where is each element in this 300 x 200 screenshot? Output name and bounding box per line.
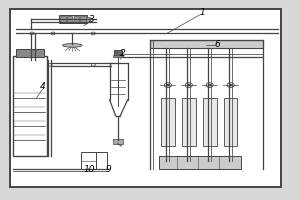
Circle shape [91, 63, 95, 66]
Circle shape [188, 85, 190, 86]
Ellipse shape [63, 44, 82, 47]
Bar [16, 49, 44, 57]
Bar [113, 55, 123, 57]
Text: 2: 2 [120, 49, 126, 58]
Circle shape [48, 63, 52, 66]
Circle shape [206, 83, 213, 87]
Circle shape [91, 32, 95, 35]
Bar [60, 16, 66, 22]
Bar [67, 16, 72, 22]
Text: 9: 9 [105, 165, 111, 174]
Circle shape [30, 32, 34, 35]
Circle shape [51, 32, 55, 35]
Circle shape [230, 85, 232, 86]
Circle shape [227, 83, 234, 87]
Circle shape [164, 83, 172, 87]
Bar [80, 16, 86, 22]
Bar [13, 56, 47, 156]
Bar [203, 98, 217, 146]
Bar [161, 98, 175, 146]
Bar [182, 98, 196, 146]
Circle shape [167, 85, 169, 86]
Bar [81, 152, 96, 169]
Bar [159, 156, 241, 169]
Bar [113, 139, 123, 144]
Text: 3: 3 [89, 15, 94, 24]
Text: 1: 1 [199, 8, 205, 17]
Circle shape [185, 83, 192, 87]
Circle shape [209, 85, 211, 86]
Bar [96, 152, 107, 169]
Bar [224, 98, 238, 146]
Bar [86, 17, 90, 22]
Text: 10: 10 [84, 165, 95, 174]
Bar [59, 15, 87, 23]
Bar [74, 16, 79, 22]
Text: 6: 6 [214, 40, 220, 49]
Text: 4: 4 [40, 82, 45, 91]
Bar [150, 40, 263, 48]
Bar [114, 50, 122, 56]
